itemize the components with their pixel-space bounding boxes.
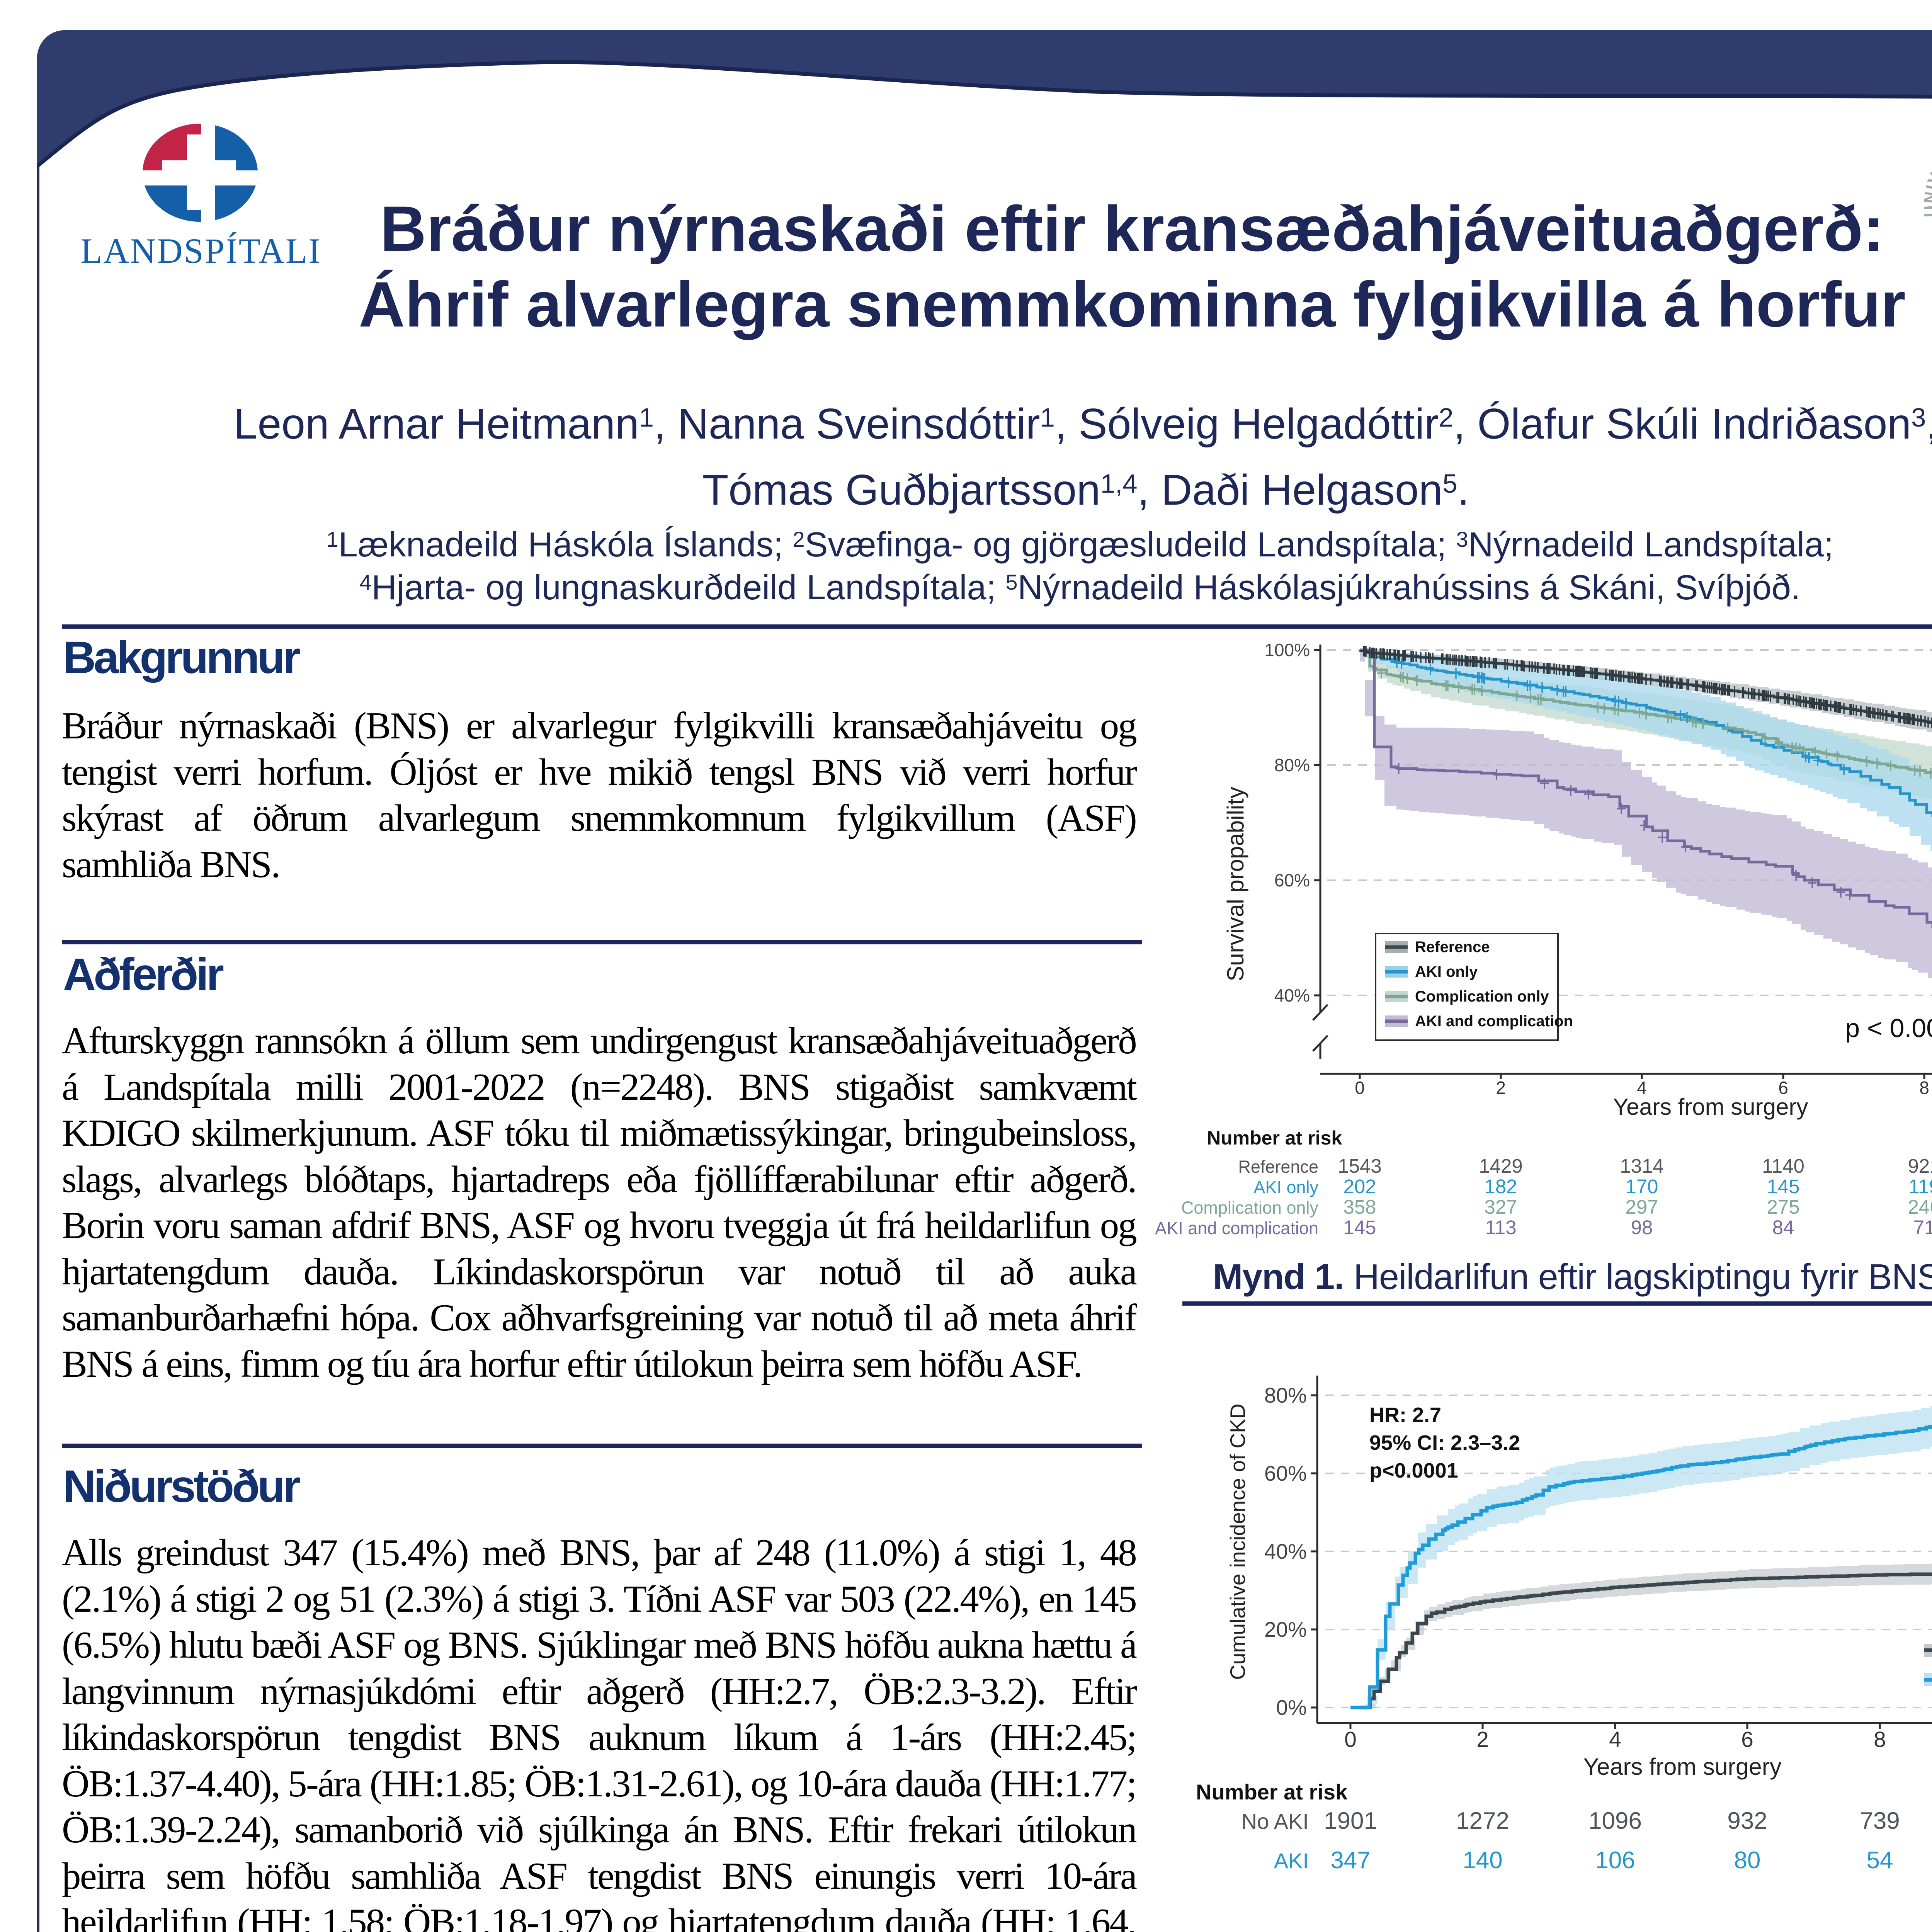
svg-text:AKI and complication: AKI and complication <box>1155 1218 1318 1238</box>
svg-text:0: 0 <box>1344 1727 1357 1752</box>
svg-text:358: 358 <box>1343 1196 1376 1218</box>
svg-text:4: 4 <box>1637 1078 1647 1098</box>
svg-text:84: 84 <box>1772 1216 1794 1238</box>
svg-text:40%: 40% <box>1264 1539 1307 1563</box>
svg-text:739: 739 <box>1860 1808 1900 1834</box>
svg-text:1543: 1543 <box>1338 1155 1381 1177</box>
svg-text:8: 8 <box>1874 1727 1886 1752</box>
svg-text:2: 2 <box>1476 1727 1489 1752</box>
svg-text:170: 170 <box>1625 1175 1658 1197</box>
svg-text:6: 6 <box>1778 1078 1788 1098</box>
svg-text:113: 113 <box>1485 1216 1516 1238</box>
svg-text:60%: 60% <box>1274 870 1310 890</box>
svg-text:80%: 80% <box>1264 1383 1307 1407</box>
svg-text:98: 98 <box>1631 1216 1653 1238</box>
svg-text:80%: 80% <box>1274 755 1310 775</box>
svg-text:347: 347 <box>1330 1847 1370 1874</box>
svg-text:327: 327 <box>1484 1196 1517 1218</box>
svg-text:54: 54 <box>1867 1847 1893 1874</box>
svg-text:297: 297 <box>1625 1196 1658 1218</box>
svg-text:246: 246 <box>1908 1196 1932 1218</box>
svg-text:AKI only: AKI only <box>1253 1177 1318 1197</box>
svg-text:1314: 1314 <box>1620 1155 1663 1177</box>
svg-text:1901: 1901 <box>1324 1808 1377 1834</box>
svg-text:8: 8 <box>1919 1078 1929 1098</box>
svg-text:145: 145 <box>1343 1216 1376 1238</box>
svg-text:119: 119 <box>1908 1175 1932 1197</box>
svg-text:Survival propability: Survival propability <box>1223 787 1248 981</box>
svg-text:140: 140 <box>1463 1847 1502 1874</box>
svg-text:202: 202 <box>1343 1175 1376 1197</box>
svg-text:921: 921 <box>1908 1155 1932 1177</box>
svg-text:p<0.0001: p<0.0001 <box>1369 1459 1458 1482</box>
svg-text:1140: 1140 <box>1762 1155 1804 1177</box>
svg-text:AKI only: AKI only <box>1415 963 1478 980</box>
svg-text:Cumulative incidence of CKD: Cumulative incidence of CKD <box>1226 1403 1250 1680</box>
svg-text:932: 932 <box>1727 1808 1767 1834</box>
svg-text:95% CI: 2.3–3.2: 95% CI: 2.3–3.2 <box>1369 1431 1520 1454</box>
svg-text:Years from surgery: Years from surgery <box>1583 1753 1782 1780</box>
svg-text:No AKI: No AKI <box>1242 1809 1309 1833</box>
svg-text:Years from surgery: Years from surgery <box>1613 1094 1808 1120</box>
svg-text:0: 0 <box>1355 1078 1365 1098</box>
svg-text:100%: 100% <box>1264 640 1310 660</box>
svg-text:40%: 40% <box>1274 985 1310 1005</box>
svg-text:HR: 2.7: HR: 2.7 <box>1369 1403 1441 1427</box>
svg-text:1429: 1429 <box>1479 1155 1522 1177</box>
svg-text:Number at risk: Number at risk <box>1196 1780 1348 1804</box>
svg-text:Reference: Reference <box>1415 939 1490 956</box>
svg-text:4: 4 <box>1609 1727 1621 1752</box>
svg-text:71: 71 <box>1913 1216 1932 1238</box>
svg-text:6: 6 <box>1741 1727 1753 1752</box>
svg-text:AKI: AKI <box>1274 1849 1309 1873</box>
svg-text:1272: 1272 <box>1456 1808 1509 1834</box>
svg-text:182: 182 <box>1484 1175 1517 1197</box>
svg-text:AKI and complication: AKI and complication <box>1415 1013 1573 1030</box>
svg-text:80: 80 <box>1734 1847 1761 1874</box>
svg-text:Reference: Reference <box>1238 1157 1318 1177</box>
svg-text:0%: 0% <box>1276 1696 1307 1719</box>
svg-text:106: 106 <box>1595 1847 1635 1874</box>
svg-text:2: 2 <box>1496 1078 1506 1098</box>
svg-text:Complication only: Complication only <box>1415 988 1549 1005</box>
svg-text:275: 275 <box>1767 1196 1799 1218</box>
svg-text:Complication only: Complication only <box>1181 1198 1319 1218</box>
svg-text:60%: 60% <box>1264 1461 1307 1485</box>
svg-text:20%: 20% <box>1264 1617 1307 1641</box>
svg-text:145: 145 <box>1767 1175 1799 1197</box>
svg-text:Number at risk: Number at risk <box>1207 1127 1342 1149</box>
svg-text:p < 0.0001: p < 0.0001 <box>1845 1014 1932 1043</box>
svg-text:1096: 1096 <box>1588 1808 1642 1834</box>
